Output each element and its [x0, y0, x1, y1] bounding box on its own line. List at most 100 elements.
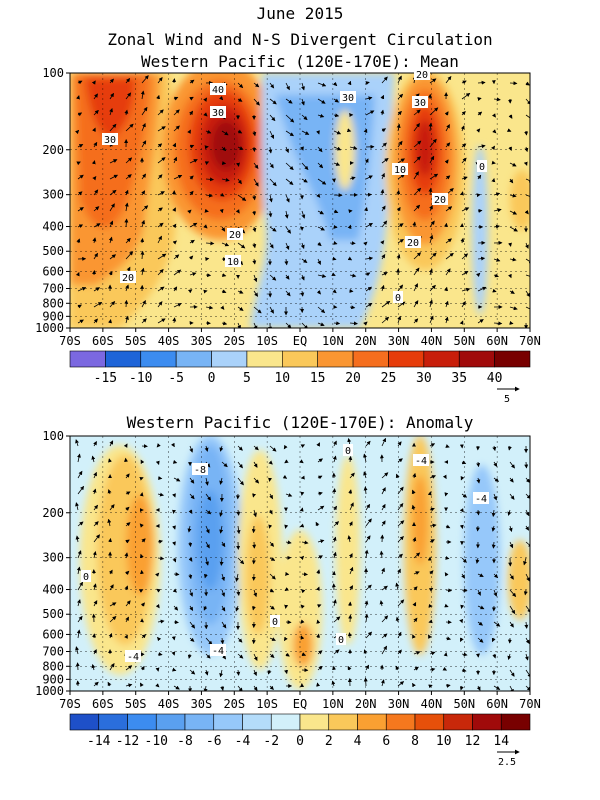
wind-vector [525, 242, 529, 249]
wind-vector [268, 460, 273, 465]
wind-vector [493, 321, 503, 326]
wind-vector [349, 145, 358, 150]
wind-vector [253, 178, 259, 187]
chart2-s-negative3 [197, 490, 223, 590]
x-tick-label: 70S [59, 334, 81, 348]
wind-vector [333, 440, 337, 447]
wind-vector [173, 156, 177, 164]
wind-vector [461, 80, 467, 85]
wind-vector [139, 523, 144, 528]
wind-vector [429, 651, 436, 656]
chart2-n-positive [336, 455, 360, 645]
wind-vector [523, 589, 528, 596]
wind-vector [221, 461, 228, 468]
colorbar-label: 25 [381, 371, 397, 386]
wind-vector [253, 461, 258, 468]
wind-vector [173, 269, 182, 276]
wind-vector [125, 157, 133, 164]
wind-vector [332, 455, 337, 463]
wind-vector [269, 445, 277, 452]
wind-vector [492, 288, 497, 293]
wind-vector [285, 322, 292, 328]
wind-vector [141, 122, 146, 132]
wind-vector [477, 286, 487, 292]
wind-vector [445, 124, 450, 132]
wind-vector [317, 322, 325, 327]
x-tick-label: 10N [322, 697, 344, 711]
wind-vector [365, 503, 371, 511]
wind-vector [219, 477, 224, 485]
wind-vector [460, 125, 465, 132]
wind-vector [107, 489, 112, 495]
x-tick-label: 70S [59, 697, 81, 711]
wind-vector [124, 109, 129, 116]
colorbar-swatch [357, 713, 387, 731]
colorbar-label: 14 [493, 734, 509, 749]
wind-vector [77, 581, 83, 591]
wind-vector [269, 637, 276, 641]
wind-vector [411, 504, 416, 511]
contour-label-bg [270, 615, 280, 627]
colorbar-label: 5 [243, 371, 251, 386]
wind-vector [75, 535, 80, 543]
wind-vector [364, 158, 369, 164]
wind-vector [525, 573, 530, 582]
wind-vector [157, 207, 163, 212]
wind-vector [459, 524, 464, 530]
wind-vector [507, 509, 512, 516]
wind-vector [317, 162, 324, 169]
contour-label: 10 [394, 165, 406, 176]
y-tick-label: 500 [42, 244, 64, 258]
wind-vector [269, 242, 274, 249]
wind-vector [301, 652, 307, 657]
contour-label: 0 [395, 293, 401, 304]
wind-vector [251, 605, 256, 611]
y-tick-label: 300 [42, 188, 64, 202]
wind-vector [92, 583, 97, 591]
wind-vector [269, 178, 277, 187]
wind-vector [429, 443, 436, 447]
x-tick-label: 30S [191, 334, 213, 348]
wind-vector [508, 114, 513, 119]
wind-vector [445, 252, 454, 260]
colorbar-label: -10 [129, 371, 152, 386]
wind-vector [475, 557, 480, 564]
wind-vector [395, 473, 400, 479]
wind-vector [365, 175, 373, 180]
wind-vector [317, 210, 324, 215]
wind-vector [300, 98, 305, 106]
wind-vector [365, 440, 371, 447]
wind-vector [220, 685, 225, 691]
wind-vector [204, 477, 209, 486]
contour-label: 10 [227, 257, 239, 268]
wind-vector [189, 239, 195, 244]
colorbar-swatch [388, 350, 425, 368]
wind-vector [187, 653, 192, 659]
wind-vector [380, 679, 385, 687]
wind-vector [461, 157, 467, 164]
wind-vector [203, 97, 208, 102]
chart2-njet-core [412, 475, 428, 565]
colorbar-label: -10 [145, 734, 168, 749]
wind-vector [77, 174, 84, 180]
wind-vector [141, 538, 146, 543]
colorbar-swatch [140, 350, 177, 368]
wind-vector [413, 318, 419, 324]
wind-vector [525, 669, 530, 678]
wind-vector [141, 140, 147, 148]
wind-vector [173, 125, 180, 132]
contour-label: -4 [212, 646, 224, 657]
wind-vector [493, 685, 501, 690]
contour-label-bg [432, 193, 448, 205]
wind-vector [317, 82, 327, 87]
wind-vector [509, 685, 514, 691]
wind-vector [268, 524, 273, 529]
x-tick-label: 50S [125, 334, 147, 348]
wind-vector [349, 176, 356, 181]
wind-vector [363, 128, 368, 134]
colorbar-swatch [385, 713, 416, 731]
wind-vector [91, 160, 96, 165]
wind-vector [285, 194, 290, 203]
wind-vector [445, 444, 450, 448]
wind-vector [125, 616, 129, 623]
